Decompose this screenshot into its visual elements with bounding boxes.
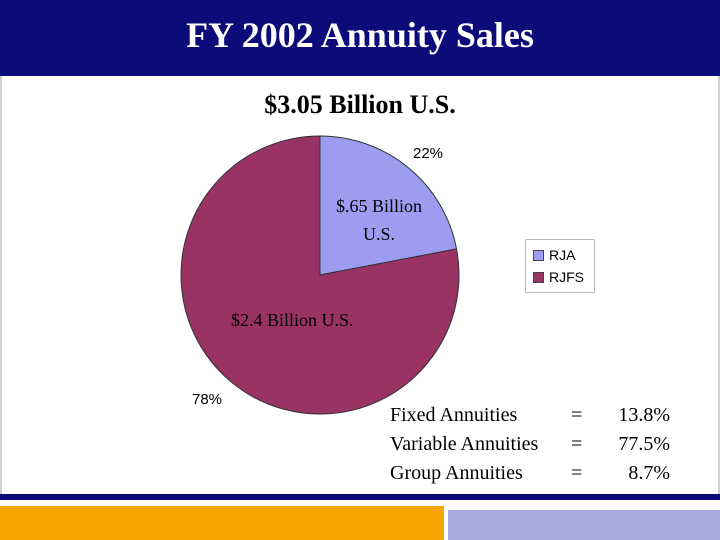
rja-percent-label: 22% bbox=[413, 145, 443, 162]
breakdown-value: 77.5% bbox=[618, 433, 670, 455]
title-bar bbox=[0, 0, 720, 76]
chart-title: $3.05 Billion U.S. bbox=[264, 90, 456, 119]
breakdown-name: Group Annuities bbox=[390, 462, 523, 484]
rjfs-amount-label: $2.4 Billion U.S. bbox=[231, 310, 354, 330]
breakdown-value: 13.8% bbox=[618, 404, 670, 426]
legend-label-rja: RJA bbox=[549, 247, 576, 263]
breakdown-equals: = bbox=[571, 404, 583, 426]
legend-item-rja: RJA bbox=[533, 246, 575, 264]
breakdown-equals: = bbox=[571, 433, 583, 455]
rja-swatch bbox=[533, 249, 544, 261]
pie-slice-rja bbox=[319, 135, 458, 276]
footer-bar-lavender bbox=[448, 510, 720, 540]
footer-rule bbox=[0, 494, 720, 500]
breakdown-value: 8.7% bbox=[628, 462, 670, 484]
legend-label-rjfs: RJFS bbox=[549, 269, 584, 285]
slide-title: FY 2002 Annuity Sales bbox=[186, 15, 534, 55]
breakdown-name: Variable Annuities bbox=[390, 433, 539, 455]
breakdown-name: Fixed Annuities bbox=[390, 404, 518, 426]
breakdown-row-variable: Variable Annuities = 77.5% bbox=[390, 430, 670, 459]
pie-slice-rjfs bbox=[180, 135, 460, 415]
legend: RJA RJFS bbox=[525, 239, 595, 293]
breakdown-equals: = bbox=[571, 462, 583, 484]
legend-item-rjfs: RJFS bbox=[533, 268, 584, 286]
footer-bar-orange bbox=[0, 506, 444, 540]
rja-amount-label-line1: $.65 Billion bbox=[336, 196, 422, 216]
annuity-breakdown: Fixed Annuities = 13.8% Variable Annuiti… bbox=[390, 401, 670, 488]
breakdown-row-fixed: Fixed Annuities = 13.8% bbox=[390, 401, 670, 430]
rjfs-swatch bbox=[533, 271, 544, 283]
rja-amount-label-line2: U.S. bbox=[363, 224, 395, 244]
rjfs-percent-label: 78% bbox=[192, 391, 222, 408]
breakdown-row-group: Group Annuities = 8.7% bbox=[390, 459, 670, 488]
